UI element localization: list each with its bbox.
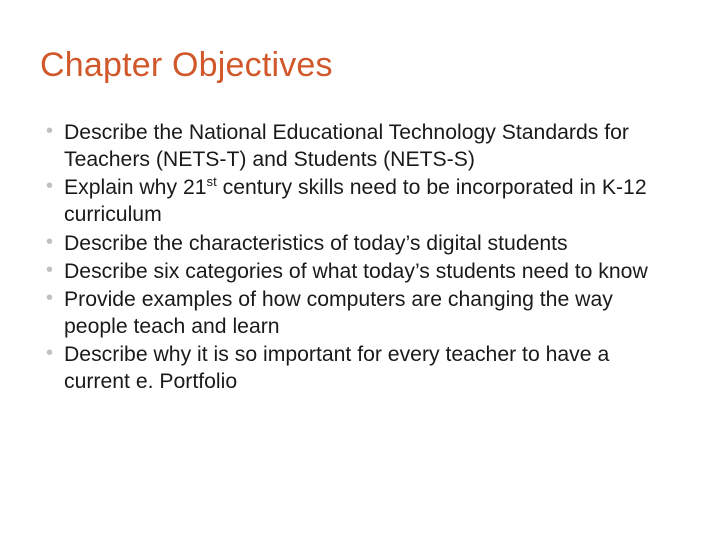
objectives-list: Describe the National Educational Techno… xyxy=(40,119,680,395)
list-item: Describe the characteristics of today’s … xyxy=(44,230,680,257)
list-item: Provide examples of how computers are ch… xyxy=(44,286,680,340)
list-item: Describe six categories of what today’s … xyxy=(44,258,680,285)
slide-title: Chapter Objectives xyxy=(40,46,680,85)
list-item: Explain why 21st century skills need to … xyxy=(44,174,680,228)
list-item: Describe the National Educational Techno… xyxy=(44,119,680,173)
list-item: Describe why it is so important for ever… xyxy=(44,341,680,395)
